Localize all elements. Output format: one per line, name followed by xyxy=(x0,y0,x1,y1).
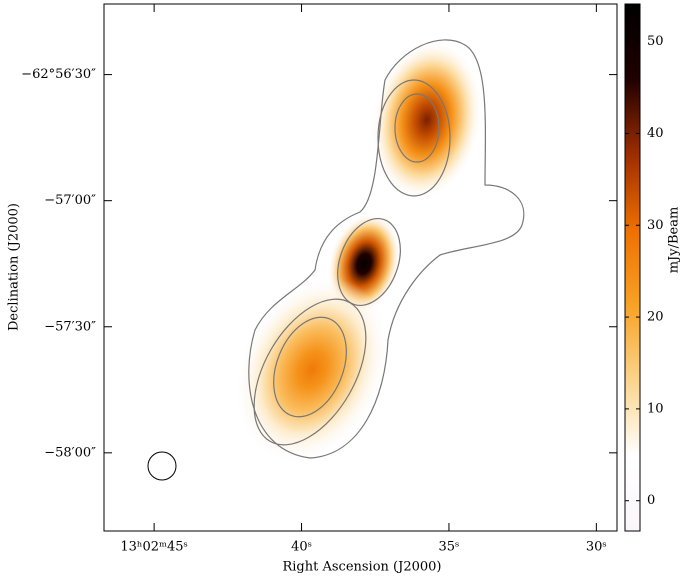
y-tick-label: −62°56′30″ xyxy=(21,67,96,82)
y-axis-label: Declination (J2000) xyxy=(7,203,22,331)
colorbar-tick-label: 0 xyxy=(647,493,655,508)
colorbar-tick-label: 30 xyxy=(647,218,664,233)
y-tick-label: −57′00″ xyxy=(44,193,96,208)
colorbar-tick-label: 50 xyxy=(647,34,664,49)
y-tick-label: −58′00″ xyxy=(44,445,96,460)
x-tick-label: 35ˢ xyxy=(438,540,459,555)
x-axis-label: Right Ascension (J2000) xyxy=(282,560,441,575)
colorbar xyxy=(625,4,640,531)
x-tick-label: 13ʰ02ᵐ45ˢ xyxy=(120,540,188,555)
colorbar-label: mJy/Beam xyxy=(667,207,681,274)
x-tick-label: 40ˢ xyxy=(291,540,312,555)
colorbar-tick-label: 10 xyxy=(647,401,664,416)
chart: Right Ascension (J2000) Declination (J20… xyxy=(0,0,681,580)
y-tick-label: −57′30″ xyxy=(44,319,96,334)
colorbar-tick-label: 40 xyxy=(647,126,664,141)
x-tick-label: 30ˢ xyxy=(586,540,607,555)
colorbar-tick-label: 20 xyxy=(647,310,664,325)
